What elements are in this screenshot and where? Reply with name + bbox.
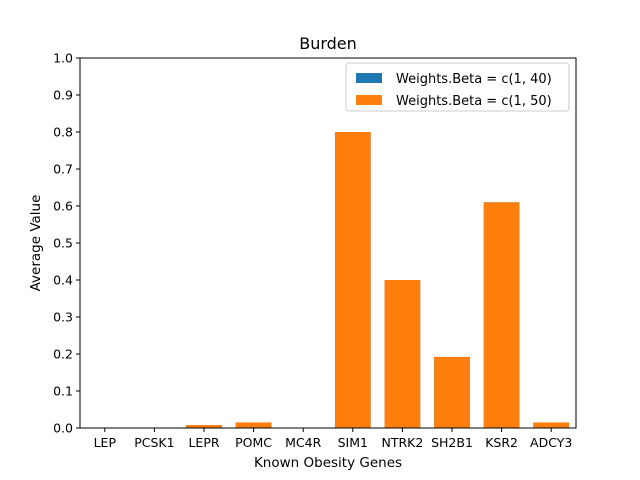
bar-series2-sh2b1 xyxy=(434,356,470,428)
x-tick-label: SH2B1 xyxy=(431,435,473,450)
y-tick-label: 0.8 xyxy=(53,125,73,140)
y-axis-label: Average Value xyxy=(28,195,44,292)
y-tick-label: 0.6 xyxy=(53,199,73,214)
y-tick-label: 1.0 xyxy=(53,51,73,66)
x-tick-label: KSR2 xyxy=(485,435,518,450)
legend: Weights.Beta = c(1, 40) Weights.Beta = c(… xyxy=(345,62,570,112)
y-tick-label: 0.7 xyxy=(53,162,73,177)
x-axis-label: Known Obesity Genes xyxy=(254,455,402,471)
x-tick-label: SIM1 xyxy=(338,435,368,450)
x-tick-label: POMC xyxy=(235,435,272,450)
legend-box xyxy=(345,62,570,112)
x-tick-label: NTRK2 xyxy=(381,435,423,450)
legend-label: Weights.Beta = c(1, 50) xyxy=(396,94,552,109)
legend-swatch xyxy=(356,95,382,105)
chart-title: Burden xyxy=(299,34,357,53)
x-tick-label: PCSK1 xyxy=(134,435,174,450)
y-tick-label: 0.5 xyxy=(53,236,73,251)
legend-swatch xyxy=(356,73,382,83)
x-tick-label: MC4R xyxy=(285,435,321,450)
bars-group xyxy=(186,132,570,428)
bar-series2-ntrk2 xyxy=(384,280,421,428)
legend-label: Weights.Beta = c(1, 40) xyxy=(396,72,552,87)
bar-series2-ksr2 xyxy=(483,202,520,428)
bar-series2-lepr xyxy=(186,425,222,428)
y-tick-label: 0.1 xyxy=(53,384,73,399)
bar-series2-pomc xyxy=(235,422,272,428)
y-tick-label: 0.9 xyxy=(53,88,73,103)
y-tick-label: 0.3 xyxy=(53,310,73,325)
y-axis: 0.0 0.1 0.2 0.3 0.4 0.5 0.6 0.7 0.8 0.9 1.0 xyxy=(53,51,80,436)
x-tick-label: ADCY3 xyxy=(530,435,572,450)
x-tick-label: LEP xyxy=(94,435,117,450)
y-tick-label: 0.4 xyxy=(53,273,73,288)
bar-series2-sim1 xyxy=(334,132,371,428)
bar-series2-adcy3 xyxy=(533,422,570,428)
plot-frame xyxy=(79,57,577,429)
x-axis: LEP PCSK1 LEPR POMC MC4R SIM1 NTRK2 SH2B1 KSR2 AD… xyxy=(94,428,572,450)
y-tick-label: 0.0 xyxy=(53,421,73,436)
y-tick-label: 0.2 xyxy=(53,347,73,362)
x-tick-label: LEPR xyxy=(188,435,219,450)
